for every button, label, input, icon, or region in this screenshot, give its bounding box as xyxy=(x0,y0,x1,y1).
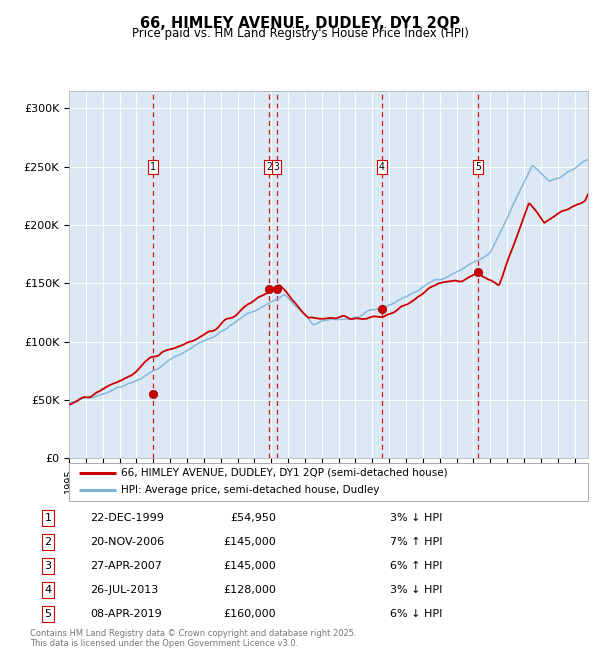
Text: 3: 3 xyxy=(274,162,280,172)
Text: 6% ↓ HPI: 6% ↓ HPI xyxy=(390,609,442,619)
Text: 20-NOV-2006: 20-NOV-2006 xyxy=(90,537,164,547)
Text: 5: 5 xyxy=(475,162,481,172)
Text: Contains HM Land Registry data © Crown copyright and database right 2025.
This d: Contains HM Land Registry data © Crown c… xyxy=(30,629,356,648)
Text: 5: 5 xyxy=(44,609,52,619)
Text: £54,950: £54,950 xyxy=(230,513,276,523)
Text: 26-JUL-2013: 26-JUL-2013 xyxy=(90,585,158,595)
Text: 27-APR-2007: 27-APR-2007 xyxy=(90,561,162,571)
Text: 4: 4 xyxy=(379,162,385,172)
Text: £128,000: £128,000 xyxy=(223,585,276,595)
Text: 4: 4 xyxy=(44,585,52,595)
Text: Price paid vs. HM Land Registry's House Price Index (HPI): Price paid vs. HM Land Registry's House … xyxy=(131,27,469,40)
Text: 1: 1 xyxy=(150,162,155,172)
Text: 66, HIMLEY AVENUE, DUDLEY, DY1 2QP (semi-detached house): 66, HIMLEY AVENUE, DUDLEY, DY1 2QP (semi… xyxy=(121,468,448,478)
Text: 3: 3 xyxy=(44,561,52,571)
Text: 6% ↑ HPI: 6% ↑ HPI xyxy=(390,561,442,571)
Text: £160,000: £160,000 xyxy=(223,609,276,619)
Text: 22-DEC-1999: 22-DEC-1999 xyxy=(90,513,164,523)
Text: 2: 2 xyxy=(266,162,272,172)
Text: 7% ↑ HPI: 7% ↑ HPI xyxy=(390,537,443,547)
Text: 3% ↓ HPI: 3% ↓ HPI xyxy=(390,585,442,595)
Text: 3% ↓ HPI: 3% ↓ HPI xyxy=(390,513,442,523)
Text: £145,000: £145,000 xyxy=(223,561,276,571)
Text: 1: 1 xyxy=(44,513,52,523)
Text: 2: 2 xyxy=(44,537,52,547)
Text: 08-APR-2019: 08-APR-2019 xyxy=(90,609,162,619)
Text: HPI: Average price, semi-detached house, Dudley: HPI: Average price, semi-detached house,… xyxy=(121,486,379,495)
Text: 66, HIMLEY AVENUE, DUDLEY, DY1 2QP: 66, HIMLEY AVENUE, DUDLEY, DY1 2QP xyxy=(140,16,460,31)
Text: £145,000: £145,000 xyxy=(223,537,276,547)
